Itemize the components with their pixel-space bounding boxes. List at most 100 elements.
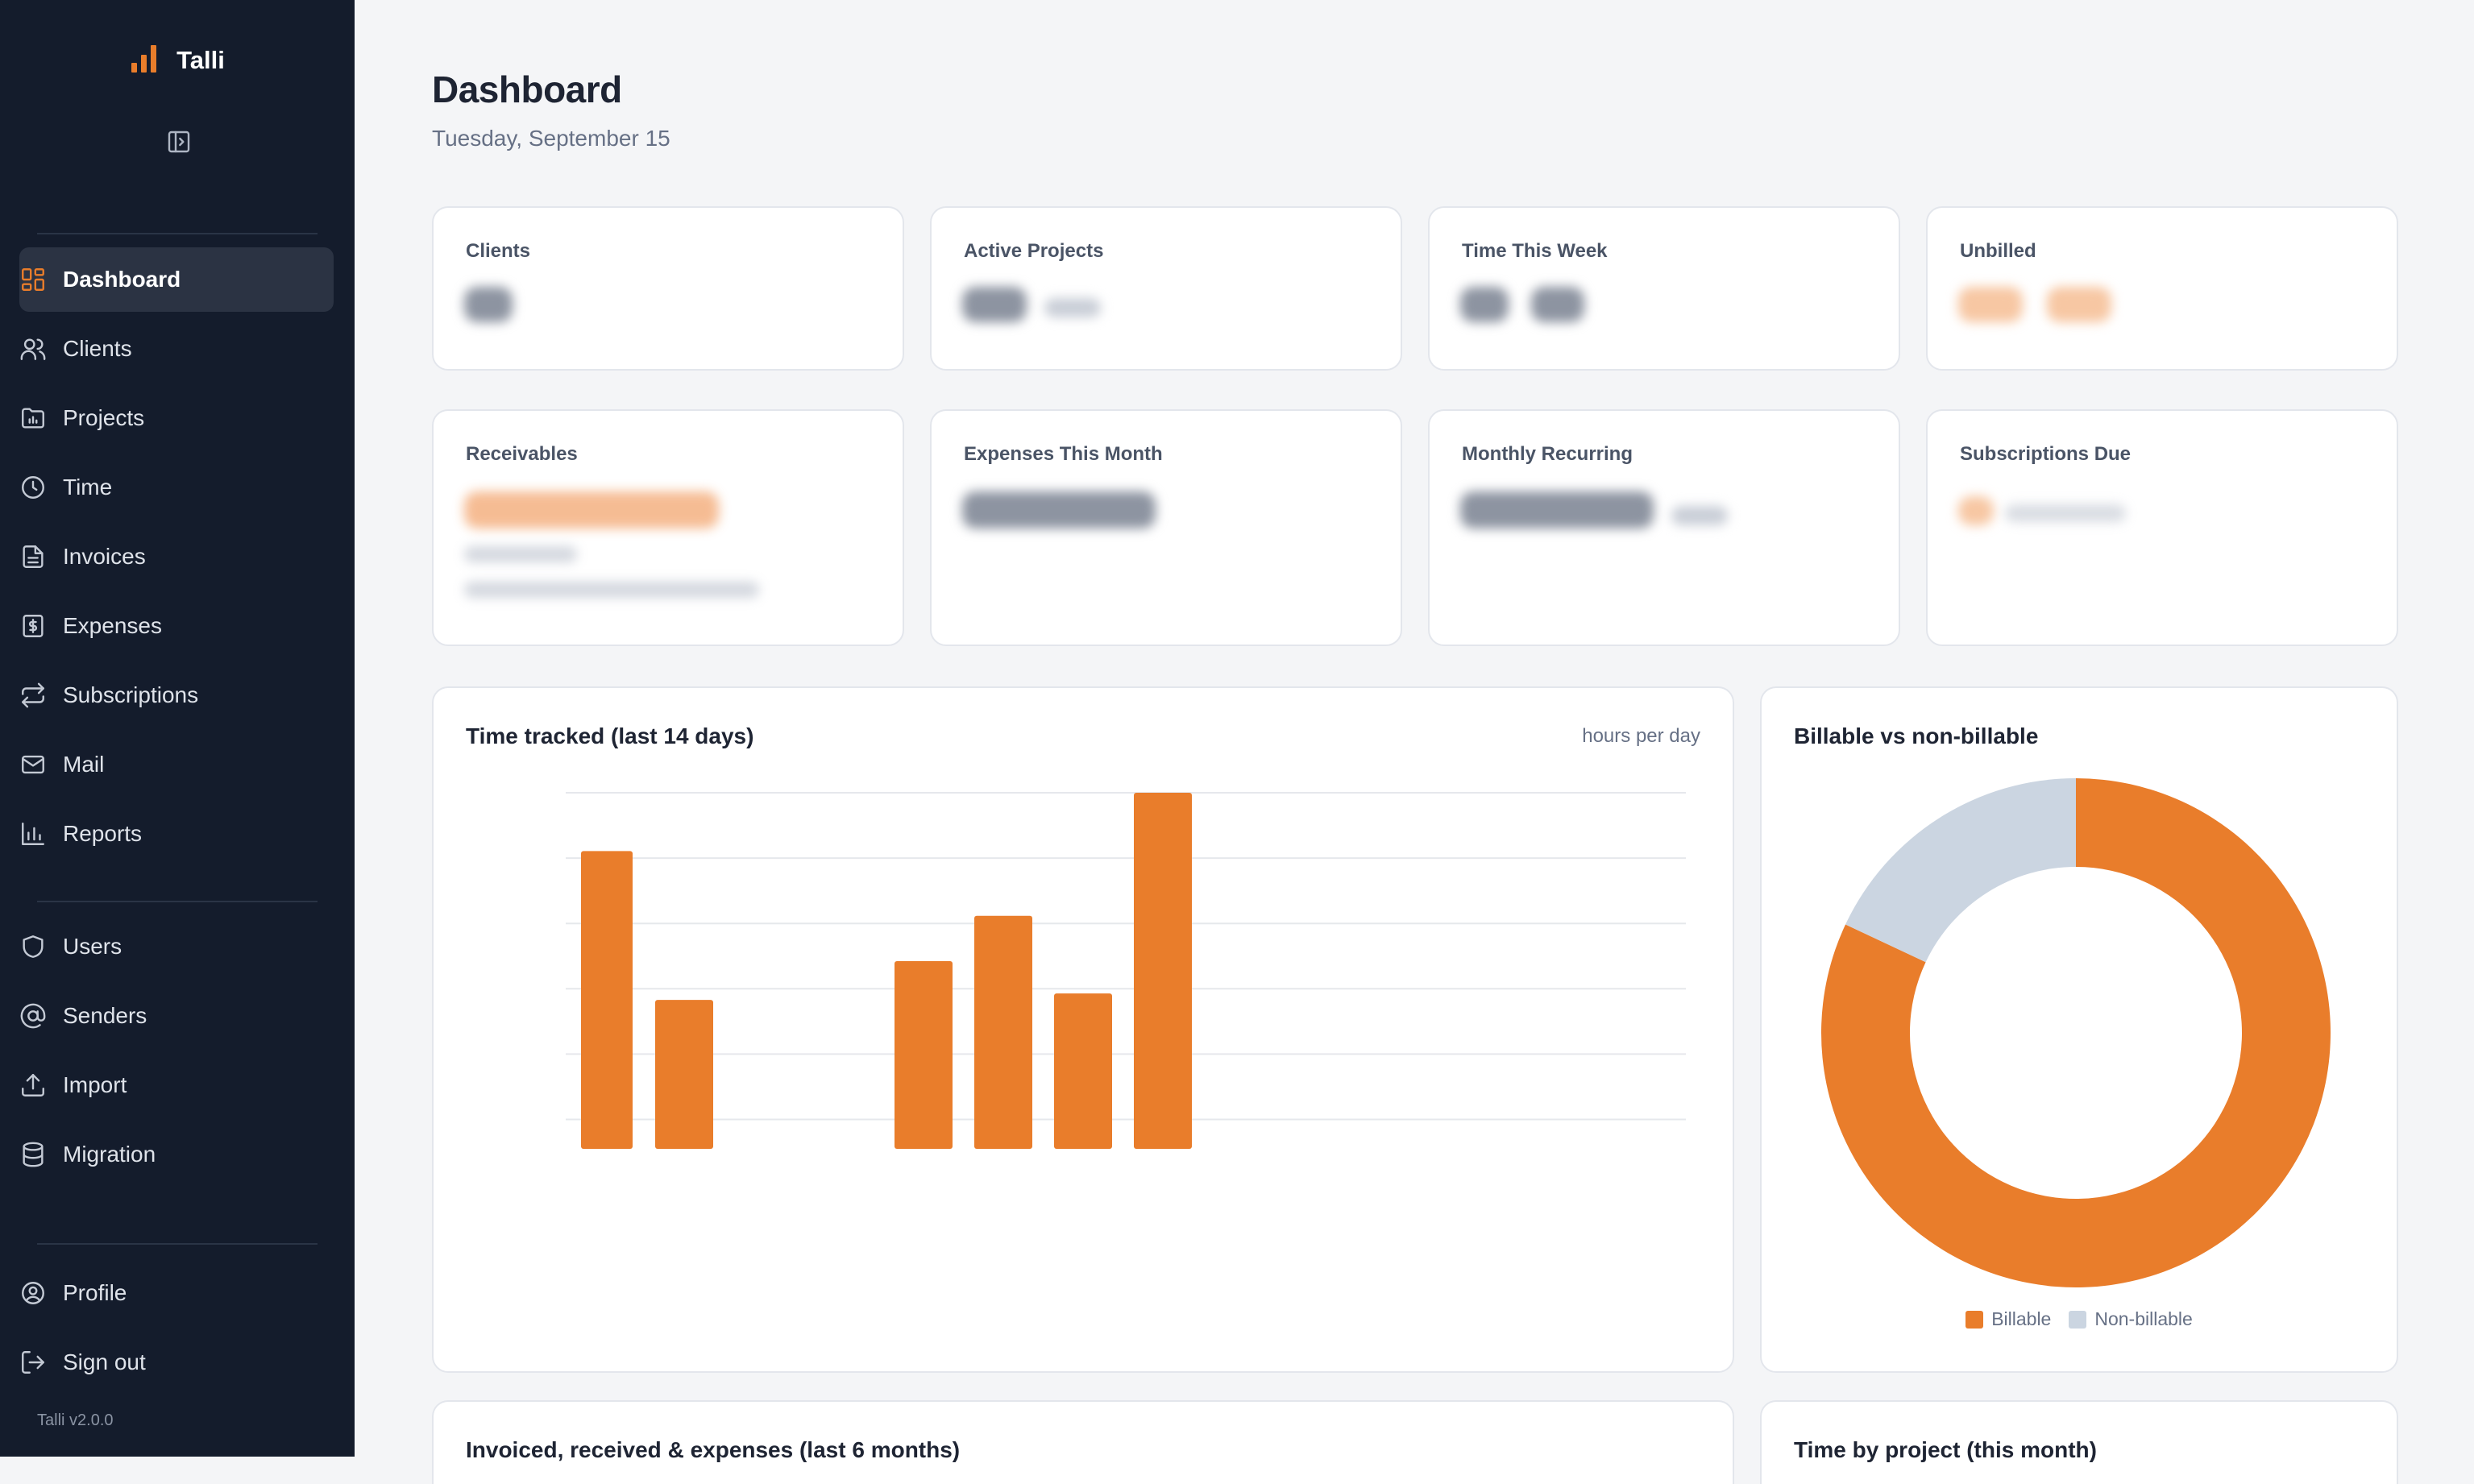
sidebar-item-clients[interactable]: Clients (19, 317, 334, 381)
stat-card-time-this-week[interactable]: Time This Week (1428, 206, 1900, 371)
bar-d2[interactable] (655, 1000, 713, 1149)
stat-card-unbilled[interactable]: Unbilled (1926, 206, 2398, 371)
stat-value-redacted (1531, 287, 1584, 322)
stat-card-clients[interactable]: Clients (432, 206, 904, 371)
invoiced-panel: Invoiced, received & expenses (last 6 mo… (432, 1400, 1734, 1484)
stat-value-redacted (1460, 287, 1509, 322)
stat-label: Monthly Recurring (1462, 443, 1633, 465)
stat-card-monthly-recurring[interactable]: Monthly Recurring (1428, 409, 1900, 646)
slice-billable[interactable] (1821, 778, 2331, 1287)
sidebar-item-label: Sign out (63, 1349, 146, 1374)
stat-label: Active Projects (964, 240, 1104, 262)
stat-label: Receivables (466, 443, 578, 465)
stat-card-subscriptions-due[interactable]: Subscriptions Due (1926, 409, 2398, 646)
brand[interactable]: Talli (0, 42, 355, 78)
bar-d1[interactable] (581, 851, 633, 1149)
page-title: Dashboard (432, 68, 622, 110)
sidebar-item-users[interactable]: Users (19, 914, 334, 979)
stat-value-redacted (464, 491, 719, 529)
stat-card-expenses-this-month[interactable]: Expenses This Month (930, 409, 1402, 646)
stat-label: Subscriptions Due (1960, 443, 2132, 465)
sidebar-item-mail[interactable]: Mail (19, 732, 334, 797)
brand-name: Talli (176, 45, 225, 74)
stat-sub-redacted (2005, 504, 2126, 522)
legend-item-billable[interactable]: Billable (1966, 1308, 2051, 1330)
shield-icon (19, 933, 47, 960)
billable-panel: Billable vs non-billable Billable Non-bi… (1760, 686, 2398, 1373)
sidebar-divider (37, 901, 318, 902)
sidebar-item-label: Projects (63, 405, 145, 430)
panel-title: Time tracked (last 14 days) (466, 723, 754, 748)
stat-sub-redacted (464, 546, 577, 562)
sidebar-item-sign-out[interactable]: Sign out (19, 1330, 334, 1395)
sidebar-item-label: Clients (63, 336, 132, 361)
sidebar-item-label: Users (63, 934, 122, 959)
bar-chart-icon (19, 820, 47, 848)
stat-card-receivables[interactable]: Receivables (432, 409, 904, 646)
sidebar-item-migration[interactable]: Migration (19, 1122, 334, 1187)
sidebar-item-label: Time (63, 475, 113, 500)
panel-title: Invoiced, received & expenses (last 6 mo… (466, 1437, 961, 1462)
dashboard-icon (19, 266, 47, 293)
sidebar-item-time[interactable]: Time (19, 455, 334, 520)
app-version: Talli v2.0.0 (37, 1411, 114, 1429)
slice-non-billable[interactable] (1845, 778, 2076, 963)
stat-value-redacted (1460, 491, 1654, 529)
sidebar-divider (37, 233, 318, 234)
page-date: Tuesday, September 15 (432, 126, 670, 151)
clock-icon (19, 474, 47, 501)
chart-legend: Billable Non-billable (1762, 1308, 2397, 1330)
receipt-dollar-icon (19, 612, 47, 640)
sidebar-item-dashboard[interactable]: Dashboard (19, 247, 334, 312)
stat-label: Expenses This Month (964, 443, 1163, 465)
sidebar: Talli Dashboard Clients Projects Time Invoic… (0, 0, 355, 1457)
sidebar-item-label: Invoices (63, 544, 146, 569)
sidebar-item-label: Import (63, 1072, 127, 1097)
sidebar-item-reports[interactable]: Reports (19, 802, 334, 866)
panel-title: Billable vs non-billable (1794, 723, 2039, 748)
stat-value-redacted (962, 287, 1027, 322)
stat-sub-redacted (1044, 298, 1101, 317)
repeat-icon (19, 682, 47, 709)
sidebar-item-label: Dashboard (63, 267, 181, 292)
upload-icon (19, 1072, 47, 1099)
sidebar-item-label: Migration (63, 1142, 156, 1167)
sidebar-item-projects[interactable]: Projects (19, 386, 334, 450)
sidebar-item-senders[interactable]: Senders (19, 984, 334, 1048)
talli-logo-icon (130, 42, 159, 78)
sidebar-item-profile[interactable]: Profile (19, 1261, 334, 1325)
sidebar-item-subscriptions[interactable]: Subscriptions (19, 663, 334, 727)
legend-swatch (1966, 1310, 1984, 1329)
mail-icon (19, 751, 47, 778)
panel-subtitle: hours per day (1582, 725, 1700, 747)
sidebar-divider (37, 1243, 318, 1245)
sidebar-item-label: Subscriptions (63, 682, 199, 707)
bar-d7[interactable] (1054, 993, 1112, 1149)
panel-title: Time by project (this month) (1794, 1437, 2097, 1462)
sidebar-collapse-button[interactable] (164, 127, 193, 156)
sidebar-item-label: Senders (63, 1003, 147, 1028)
bar-d5[interactable] (895, 960, 953, 1149)
sidebar-item-label: Mail (63, 752, 105, 777)
sidebar-item-label: Profile (63, 1280, 127, 1305)
stat-sub-redacted (464, 582, 759, 598)
at-sign-icon (19, 1002, 47, 1030)
sidebar-item-expenses[interactable]: Expenses (19, 594, 334, 658)
bar-d8[interactable] (1134, 793, 1192, 1149)
stat-label: Time This Week (1462, 240, 1608, 262)
legend-label: Non-billable (2094, 1308, 2193, 1329)
legend-item-non-billable[interactable]: Non-billable (2069, 1308, 2193, 1330)
database-icon (19, 1141, 47, 1168)
time-tracked-panel: Time tracked (last 14 days) hours per da… (432, 686, 1734, 1373)
bar-d6[interactable] (974, 915, 1032, 1149)
sidebar-item-import[interactable]: Import (19, 1053, 334, 1117)
sidebar-item-invoices[interactable]: Invoices (19, 524, 334, 589)
stat-card-active-projects[interactable]: Active Projects (930, 206, 1402, 371)
billable-donut-chart (1821, 778, 2331, 1287)
sidebar-toggle-icon (168, 131, 190, 153)
time-by-project-panel: Time by project (this month) (1760, 1400, 2398, 1484)
stat-label: Unbilled (1960, 240, 2036, 262)
stat-value-redacted (464, 287, 513, 322)
time-tracked-bar-chart (566, 792, 1686, 1149)
stat-value-redacted (2047, 287, 2111, 322)
